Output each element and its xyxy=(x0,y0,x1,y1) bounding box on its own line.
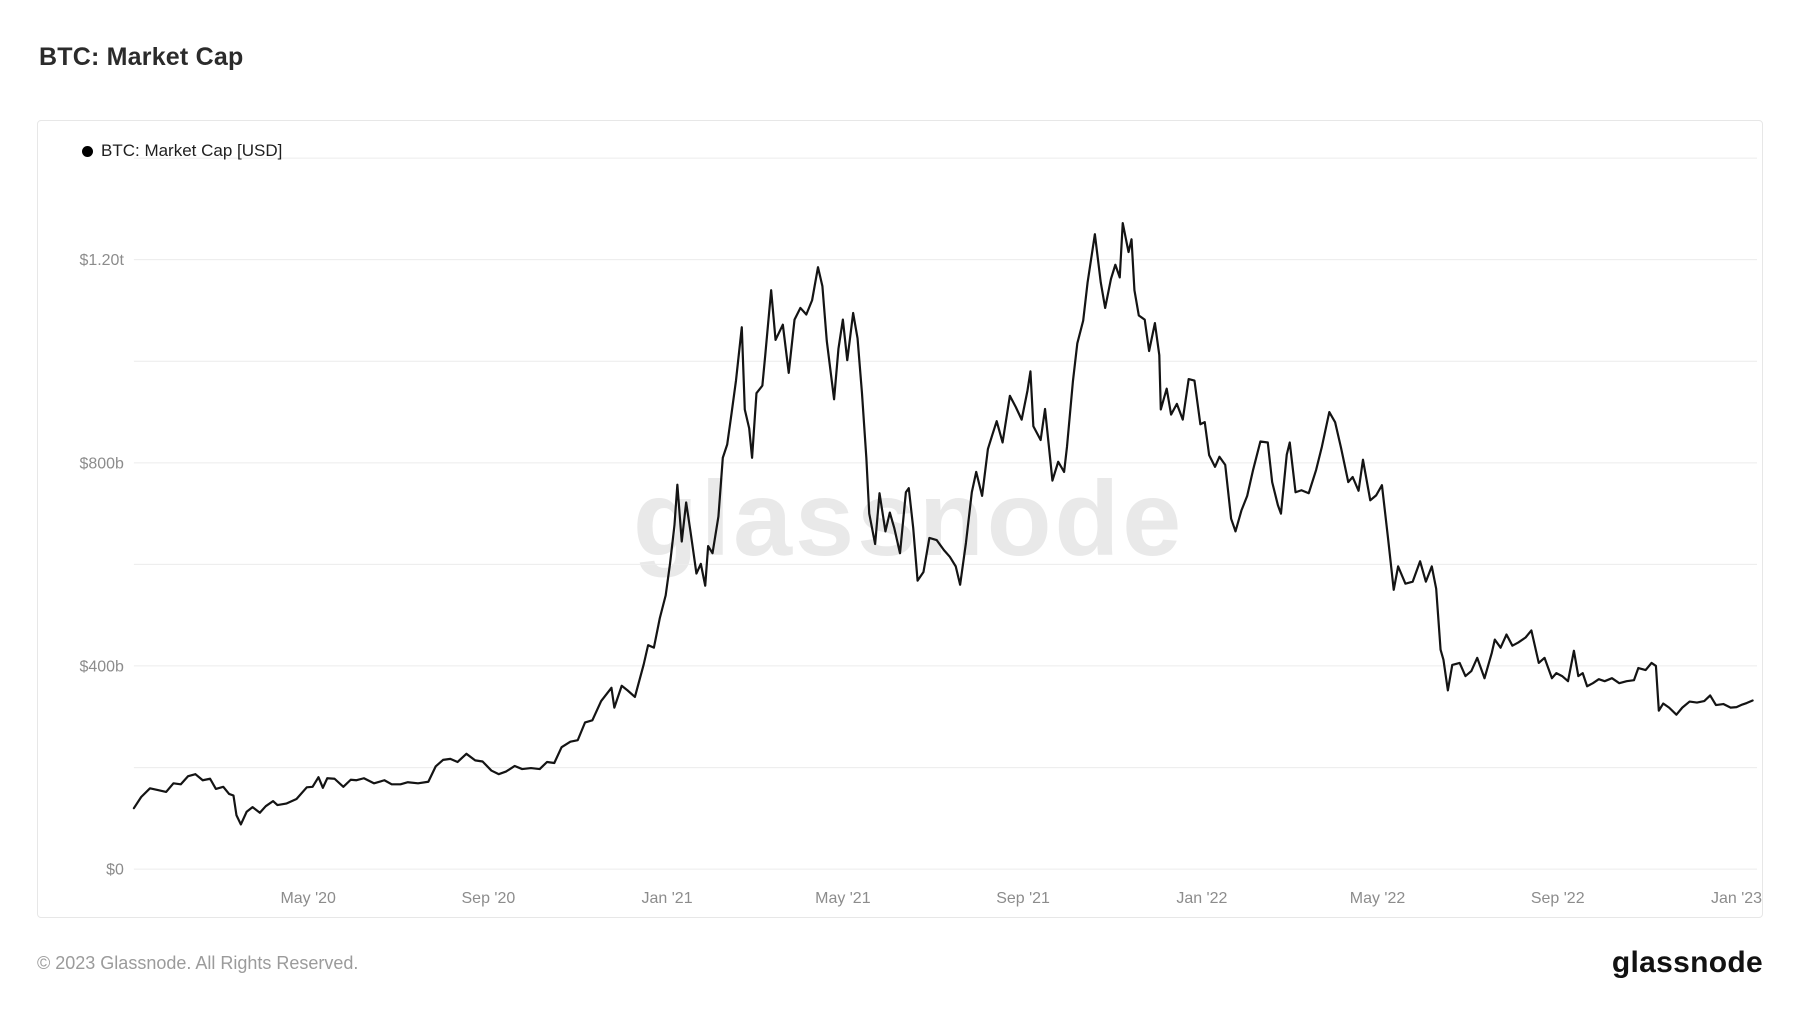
page-footer: © 2023 Glassnode. All Rights Reserved. g… xyxy=(37,946,1763,980)
svg-text:$400b: $400b xyxy=(79,658,124,675)
svg-text:$0: $0 xyxy=(106,862,124,879)
svg-text:$800b: $800b xyxy=(79,455,124,472)
svg-text:May '20: May '20 xyxy=(280,890,336,907)
svg-text:Sep '20: Sep '20 xyxy=(462,890,516,907)
svg-text:$1.20t: $1.20t xyxy=(79,252,124,269)
copyright-text: © 2023 Glassnode. All Rights Reserved. xyxy=(37,952,359,973)
svg-text:May '22: May '22 xyxy=(1350,890,1406,907)
svg-text:Jan '21: Jan '21 xyxy=(642,890,693,907)
chart-card: BTC: Market Cap [USD] glassnode $0 $400b $… xyxy=(37,120,1763,918)
page-title: BTC: Market Cap xyxy=(39,43,244,71)
svg-text:Sep '21: Sep '21 xyxy=(996,890,1050,907)
svg-text:Jan '22: Jan '22 xyxy=(1176,890,1227,907)
legend-dot-icon xyxy=(82,145,93,157)
chart-legend[interactable]: BTC: Market Cap [USD] xyxy=(82,141,282,161)
glassnode-watermark: glassnode xyxy=(632,460,1185,578)
svg-text:Sep '22: Sep '22 xyxy=(1531,890,1585,907)
market-cap-line-chart[interactable]: $0 $400b $800b $1.20t May '20 Sep '20 Jan '21 M… xyxy=(38,121,1762,917)
svg-text:May '21: May '21 xyxy=(815,890,871,907)
svg-text:Jan '23: Jan '23 xyxy=(1711,890,1762,907)
legend-label: BTC: Market Cap [USD] xyxy=(101,141,283,160)
glassnode-logo[interactable]: glassnode xyxy=(1611,946,1763,979)
glassnode-studio-page: BTC: Market Cap BTC: Market Cap [USD] gl… xyxy=(37,43,1763,980)
